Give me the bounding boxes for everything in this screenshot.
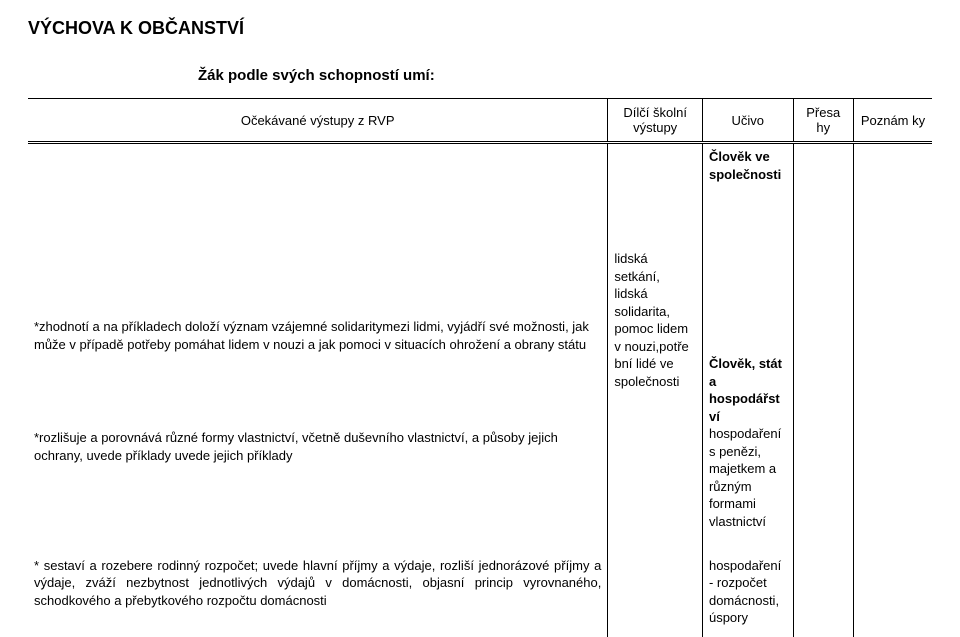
cell-ucivo: hospodaření - rozpočet domácnosti, úspor… — [702, 541, 793, 637]
cell-ocekavane: * sestaví a rozebere rodinný rozpočet; u… — [28, 541, 608, 637]
cell-ucivo: Člověk ve společnosti Člověk, stát a hos… — [702, 143, 793, 541]
col-header-poznamky: Poznám ky — [853, 99, 932, 143]
col-header-ucivo: Učivo — [702, 99, 793, 143]
ucivo-heading-a: Člověk ve společnosti — [709, 148, 787, 183]
dilci-text: lidská setkání, lidská solidarita, pomoc… — [614, 250, 696, 390]
ucivo-text-b: hospodaření s penězi, majetkem a různým … — [709, 425, 787, 530]
table-header-row: Očekávané výstupy z RVP Dílčí školní výs… — [28, 99, 932, 143]
ocekavane-text-b: *rozlišuje a porovnává různé formy vlast… — [34, 429, 601, 464]
col-header-dilci: Dílčí školní výstupy — [608, 99, 703, 143]
table-row: * sestaví a rozebere rodinný rozpočet; u… — [28, 541, 932, 637]
cell-presahy — [793, 541, 853, 637]
ocekavane-text-a: *zhodnotí a na příkladech doloží význam … — [34, 318, 601, 353]
page-title: VÝCHOVA K OBČANSTVÍ — [28, 18, 932, 39]
cell-poznamky — [853, 143, 932, 541]
page-subtitle: Žák podle svých schopností umí: — [198, 67, 932, 84]
cell-ocekavane: *zhodnotí a na příkladech doloží význam … — [28, 143, 608, 541]
col-header-ocekavane: Očekávané výstupy z RVP — [28, 99, 608, 143]
ucivo-text: hospodaření - rozpočet domácnosti, úspor… — [709, 557, 787, 627]
ucivo-heading-b: Člověk, stát a hospodářst ví — [709, 355, 787, 425]
ocekavane-text: * sestaví a rozebere rodinný rozpočet; u… — [34, 557, 601, 610]
cell-presahy — [793, 143, 853, 541]
col-header-presahy: Přesa hy — [793, 99, 853, 143]
cell-dilci: lidská setkání, lidská solidarita, pomoc… — [608, 143, 703, 541]
table-row: *zhodnotí a na příkladech doloží význam … — [28, 143, 932, 541]
cell-dilci — [608, 541, 703, 637]
cell-poznamky — [853, 541, 932, 637]
curriculum-table: Očekávané výstupy z RVP Dílčí školní výs… — [28, 98, 932, 637]
